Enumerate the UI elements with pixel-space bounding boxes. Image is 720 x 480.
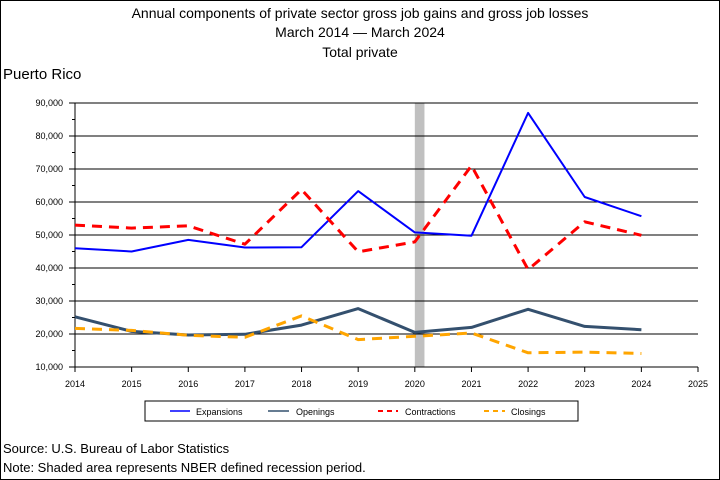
legend-label-openings: Openings (296, 407, 335, 417)
chart-title-line-1: Annual components of private sector gros… (132, 5, 589, 21)
y-tick-label-3: 40,000 (35, 263, 63, 273)
series-line-expansions (74, 111, 642, 253)
y-tick-label-4: 50,000 (35, 230, 63, 240)
x-tick-label-10: 2024 (631, 379, 651, 389)
plot-area: 10,000 20,000 30,000 40,000 50,000 60,000 70,0… (35, 98, 708, 389)
x-tick-label-2: 2016 (178, 379, 198, 389)
y-tick-label-5: 60,000 (35, 197, 63, 207)
x-tick-label-9: 2023 (575, 379, 595, 389)
chart-title-line-3: Total private (322, 44, 398, 60)
legend-label-closings: Closings (511, 407, 546, 417)
x-tick-label-6: 2020 (405, 379, 425, 389)
x-tick-label-7: 2021 (461, 379, 481, 389)
x-tick-label-1: 2015 (122, 379, 142, 389)
y-tick-label-0: 10,000 (35, 362, 63, 372)
x-tick-label-4: 2018 (292, 379, 312, 389)
legend-label-expansions: Expansions (196, 407, 243, 417)
series-line-contractions (74, 164, 642, 272)
chart-title-line-2: March 2014 — March 2024 (275, 24, 445, 40)
legend: Expansions Openings Contractions Closings (144, 400, 579, 422)
legend-box (144, 400, 579, 422)
y-tick-label-6: 70,000 (35, 164, 63, 174)
y-tick-label-8: 90,000 (35, 98, 63, 108)
x-tick-label-8: 2022 (518, 379, 538, 389)
recession-note: Note: Shaded area represents NBER define… (3, 460, 366, 475)
series-line-openings (74, 307, 642, 337)
x-tick-label-3: 2017 (235, 379, 255, 389)
legend-label-contractions: Contractions (405, 407, 456, 417)
y-tick-label-7: 80,000 (35, 131, 63, 141)
area-label: Puerto Rico (3, 66, 81, 83)
series-line-closings (74, 314, 642, 355)
x-tick-label-11: 2025 (688, 379, 708, 389)
x-tick-label-5: 2019 (348, 379, 368, 389)
x-tick-label-0: 2014 (65, 379, 85, 389)
y-tick-label-1: 20,000 (35, 329, 63, 339)
y-tick-label-2: 30,000 (35, 296, 63, 306)
source-note: Source: U.S. Bureau of Labor Statistics (3, 441, 230, 456)
